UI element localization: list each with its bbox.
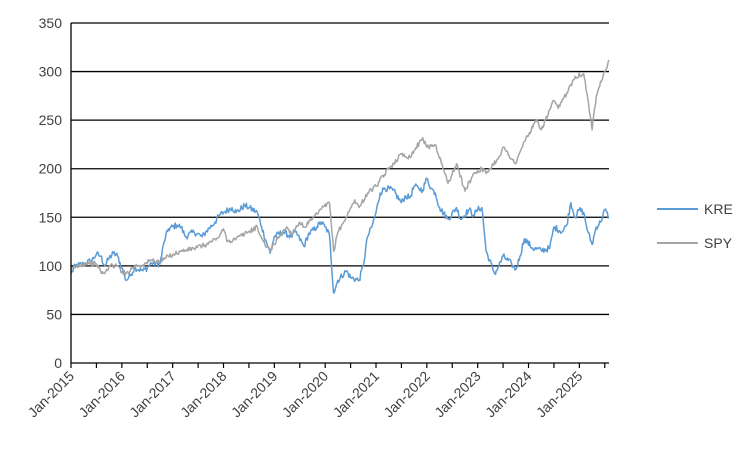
x-tick-label: Jan-2024 <box>482 368 535 421</box>
y-tick-label: 100 <box>39 258 63 274</box>
y-tick-label: 150 <box>39 209 63 225</box>
axes <box>70 23 609 368</box>
series-line-kre <box>70 177 610 294</box>
x-tick-label: Jan-2022 <box>380 368 433 421</box>
x-tick-label: Jan-2021 <box>330 368 383 421</box>
legend-label-spy: SPY <box>704 235 733 251</box>
x-tick-label: Jan-2023 <box>431 368 484 421</box>
series-line-spy <box>70 59 610 276</box>
x-tick-label: Jan-2015 <box>25 368 78 421</box>
x-tick-label: Jan-2017 <box>126 368 179 421</box>
x-axis-tick-labels: Jan-2015Jan-2016Jan-2017Jan-2018Jan-2019… <box>25 368 586 421</box>
legend: KRE SPY <box>657 201 733 251</box>
y-tick-label: 300 <box>39 64 63 80</box>
y-tick-label: 350 <box>39 15 63 31</box>
legend-label-kre: KRE <box>704 201 733 217</box>
y-tick-label: 200 <box>39 161 63 177</box>
y-tick-label: 50 <box>46 306 62 322</box>
y-tick-label: 0 <box>54 355 62 371</box>
y-axis-tick-labels: 0 50 100 150 200 250 300 350 <box>39 15 63 371</box>
x-tick-label: Jan-2025 <box>533 368 586 421</box>
gridlines <box>71 22 609 316</box>
x-tick-label: Jan-2020 <box>279 368 332 421</box>
series-lines <box>70 59 610 294</box>
x-tick-label: Jan-2018 <box>177 368 230 421</box>
y-tick-label: 250 <box>39 112 63 128</box>
x-tick-label: Jan-2016 <box>75 368 128 421</box>
x-tick-label: Jan-2019 <box>228 368 281 421</box>
